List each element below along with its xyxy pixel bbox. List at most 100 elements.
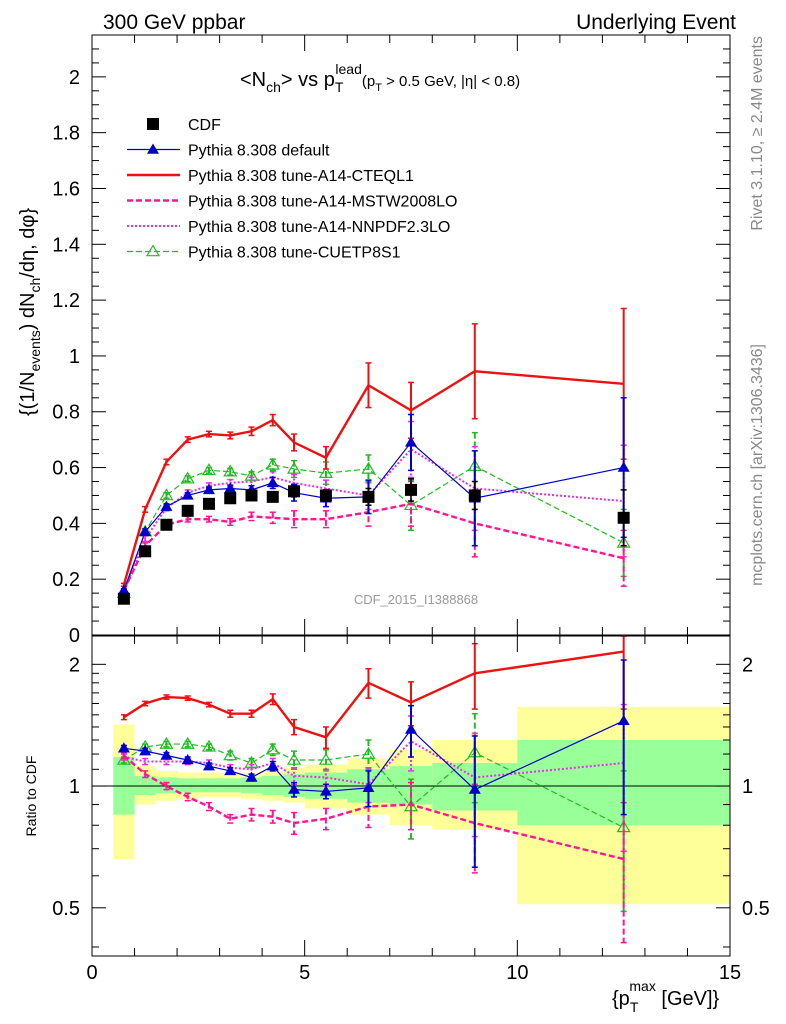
series-line-cteql1 (122, 370, 624, 586)
data-point-cuetp8s1 (318, 752, 333, 765)
y-tick-label: 2 (69, 67, 80, 89)
data-point-cuetp8s1 (180, 471, 195, 484)
data-point-cuetp8s1 (223, 464, 238, 477)
legend-entry-default: Pythia 8.308 default (127, 143, 330, 160)
data-point-default (288, 783, 301, 794)
x-tick-label: 10 (506, 962, 528, 984)
legend-label: Pythia 8.308 default (188, 143, 330, 160)
legend-marker-cdf (147, 118, 159, 130)
data-point-cdf (117, 592, 130, 605)
series-cuetp8s1-[object Object] (116, 431, 631, 598)
svg-text:{pTmax [GeV]}: {pTmax [GeV]} (612, 978, 720, 1015)
data-point-cdf (160, 518, 173, 531)
data-point-cuetp8s1 (201, 463, 217, 476)
uncertainty-band-inner (262, 775, 284, 796)
uncertainty-band-inner (134, 775, 156, 796)
legend: CDF Pythia 8.308 default Pythia 8.308 tune… (127, 117, 457, 262)
data-point-default (139, 525, 152, 536)
data-point-default (181, 489, 194, 500)
y-tick-label: 0 (69, 625, 80, 647)
data-point-default (617, 461, 630, 472)
legend-entry-cuetp8s1: Pythia 8.308 tune-CUETP8S1 (127, 244, 401, 262)
series-line-mstw (122, 502, 624, 591)
y-tick-label: 1.4 (52, 234, 80, 256)
data-point-cdf (288, 485, 301, 498)
data-point-cuetp8s1 (159, 736, 174, 749)
header-left: 300 GeV ppbar (103, 11, 245, 34)
data-point-default (224, 482, 237, 493)
legend-label: Pythia 8.308 tune-A14-CTEQL1 (188, 168, 414, 185)
data-point-default (266, 760, 279, 771)
uncertainty-band-inner (198, 778, 220, 793)
data-point-cdf (224, 492, 237, 505)
data-point-cuetp8s1 (223, 748, 238, 761)
series-line-mstw (123, 754, 624, 861)
y-tick-label: 1.2 (52, 290, 80, 312)
data-point-default (117, 584, 130, 595)
data-point-cdf (181, 504, 194, 517)
data-point-default (224, 764, 237, 776)
series-line-default (123, 441, 624, 591)
data-point-default (160, 500, 173, 511)
data-point-default (617, 714, 630, 726)
ratio-y-tick-label: 0.5 (52, 898, 80, 920)
series-line-nnpdf (123, 740, 624, 786)
ratio-plot-panel: 0.5 0.5 1 1 2 2 0 5 10 15 Ratio to CDF {pTmax [Ge… (23, 635, 770, 1015)
data-point-cdf (266, 490, 279, 503)
legend-entry-nnpdf: Pythia 8.308 tune-A14-NNPDF2.3LO (127, 219, 450, 236)
y-tick-label: 1 (69, 346, 80, 368)
y-tick-label: 0.6 (52, 458, 80, 480)
ratio-ylabel: Ratio to CDF (23, 756, 39, 837)
data-point-cuetp8s1 (159, 488, 174, 501)
main-title: <Nch> vs pTlead(pT > 0.5 GeV, |η| < 0.8) (240, 61, 520, 95)
x-tick-label: 15 (719, 962, 741, 984)
data-point-cdf (362, 490, 375, 503)
legend-marker-cuetp8s1 (145, 244, 161, 257)
main-plot-frame (91, 34, 731, 636)
data-point-default (266, 476, 279, 488)
data-point-cuetp8s1 (244, 755, 259, 768)
main-ylabel: {(1/Nevents) dNch/dη, dφ} (17, 208, 43, 416)
data-point-default (202, 760, 215, 771)
data-point-cuetp8s1 (361, 746, 376, 759)
data-point-cdf (319, 489, 332, 502)
data-point-cuetp8s1 (180, 736, 195, 749)
data-point-default (160, 749, 173, 760)
legend-entry-cdf: CDF (147, 117, 221, 134)
data-point-default (362, 781, 375, 793)
data-point-cuetp8s1 (265, 457, 280, 470)
svg-text:{(1/Nevents) dNch/dη, dφ}: {(1/Nevents) dNch/dη, dφ} (17, 208, 43, 416)
legend-label: Pythia 8.308 tune-CUETP8S1 (188, 245, 401, 262)
ratio-y-tick-label: 1 (69, 776, 80, 798)
data-point-default (468, 783, 481, 794)
data-point-cuetp8s1 (286, 461, 302, 474)
legend-entry-mstw: Pythia 8.308 tune-A14-MSTW2008LO (127, 194, 457, 211)
x-tick-label: 5 (299, 962, 310, 984)
x-tick-label: 0 (86, 962, 97, 984)
data-point-default (245, 771, 258, 782)
data-point-cdf (245, 489, 258, 502)
y-tick-label: 1.6 (52, 178, 80, 200)
ratio-y-tick-label-right: 0.5 (742, 898, 770, 920)
series-line-nnpdf (122, 448, 624, 593)
y-tick-label: 1.8 (52, 123, 80, 145)
legend-marker-default (147, 143, 159, 154)
ratio-y-tick-label-right: 2 (742, 654, 753, 676)
legend-label: Pythia 8.308 tune-A14-NNPDF2.3LO (188, 219, 450, 236)
y-tick-label: 0.4 (52, 513, 80, 535)
ratio-y-tick-label: 2 (69, 654, 80, 676)
ratio-xlabel: {pTmax [GeV]} (612, 978, 720, 1015)
data-point-cdf (405, 483, 417, 496)
legend-label: CDF (188, 117, 221, 134)
data-point-cdf (202, 497, 215, 510)
data-point-cuetp8s1 (244, 468, 259, 481)
data-point-default (139, 745, 152, 756)
data-point-cdf (468, 489, 481, 502)
y-tick-label: 0.8 (52, 402, 80, 424)
legend-entry-cteql1: Pythia 8.308 tune-A14-CTEQL1 (127, 168, 414, 185)
y-tick-label: 0.2 (52, 569, 80, 591)
data-point-cuetp8s1 (318, 465, 333, 478)
uncertainty-band-inner (219, 778, 241, 793)
ratio-plot-frame (91, 635, 731, 957)
